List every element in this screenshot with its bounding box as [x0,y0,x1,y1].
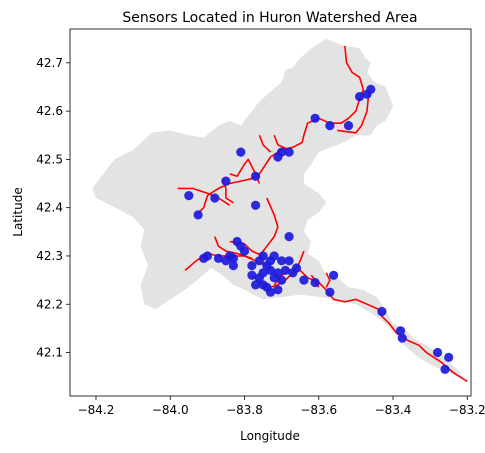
sensor-point[interactable] [343,121,354,131]
sensor-point[interactable] [184,191,194,201]
sensor-point[interactable] [239,246,250,256]
sensor-point[interactable] [254,256,264,266]
sensor-point[interactable] [440,364,450,374]
x-axis-ticks: −84.2 −84.0 −83.8 −83.6 −83.4 −83.2 [78,396,485,417]
river-segment [184,252,268,272]
sensor-point[interactable] [262,261,272,271]
sensor-point[interactable] [433,347,443,358]
x-tick-label: −83.2 [449,403,485,417]
sensor-point[interactable] [247,270,257,280]
x-tick-label: −84.2 [78,403,115,417]
sensors-layer [184,84,454,374]
sensor-point[interactable] [299,275,309,285]
sensor-point[interactable] [269,251,279,261]
x-tick-label: −84.0 [152,403,189,417]
sensor-point[interactable] [277,256,287,266]
plot-frame [69,28,472,397]
y-axis-ticks: 42.1 42.2 42.3 42.4 42.5 42.6 42.7 [36,56,70,360]
sensor-point[interactable] [202,251,212,261]
sensor-point[interactable] [213,253,224,263]
river-segment [258,197,279,257]
y-tick-label: 42.2 [36,297,63,311]
river-segment [325,272,331,288]
y-tick-label: 42.1 [36,346,63,360]
x-tick-label: −83.4 [375,403,412,417]
chart-title: Sensors Located in Huron Watershed Area [122,10,417,26]
sensor-point[interactable] [362,89,372,99]
y-tick-label: 42.3 [36,249,63,263]
sensor-point[interactable] [251,171,261,181]
x-tick-label: −83.6 [300,403,337,417]
y-tick-label: 42.4 [36,201,63,215]
sensor-point[interactable] [273,152,283,162]
river-segment [258,134,272,153]
sensor-point[interactable] [397,333,407,343]
plot-area [92,38,468,383]
river-segment [177,187,231,206]
x-axis-label: Longitude [240,429,300,443]
sensor-point[interactable] [325,121,335,131]
y-tick-label: 42.6 [36,104,63,118]
river-segment [337,91,370,134]
sensor-point[interactable] [325,287,335,297]
sensor-point[interactable] [288,268,298,278]
sensor-point[interactable] [210,193,220,203]
sensor-point[interactable] [273,285,283,295]
sensor-point[interactable] [254,273,264,283]
sensor-point[interactable] [221,176,231,186]
sensor-point[interactable] [265,287,276,297]
sensor-point[interactable] [277,275,287,285]
sensor-point[interactable] [355,92,365,102]
sensor-point[interactable] [228,261,238,271]
sensor-point[interactable] [329,270,339,280]
sensor-point[interactable] [247,261,257,271]
sensor-point[interactable] [193,210,203,220]
y-tick-label: 42.5 [36,152,63,166]
sensor-point[interactable] [284,232,294,242]
y-tick-label: 42.7 [36,56,63,70]
sensor-point[interactable] [395,326,406,336]
sensor-point[interactable] [251,280,261,290]
sensor-point[interactable] [377,306,387,317]
sensor-point[interactable] [280,265,290,275]
sensor-point[interactable] [284,147,294,157]
watershed-area [92,38,464,380]
sensor-point[interactable] [310,277,320,288]
sensor-point[interactable] [236,147,246,157]
river-segment [214,236,253,260]
sensor-point[interactable] [284,256,294,266]
sensor-point[interactable] [310,113,320,123]
sensor-point[interactable] [225,251,235,261]
sensor-point[interactable] [269,273,279,283]
sensor-point[interactable] [251,200,261,210]
y-axis-label: Latitude [11,187,25,236]
x-tick-label: −83.8 [226,403,263,417]
sensor-point[interactable] [444,352,454,362]
